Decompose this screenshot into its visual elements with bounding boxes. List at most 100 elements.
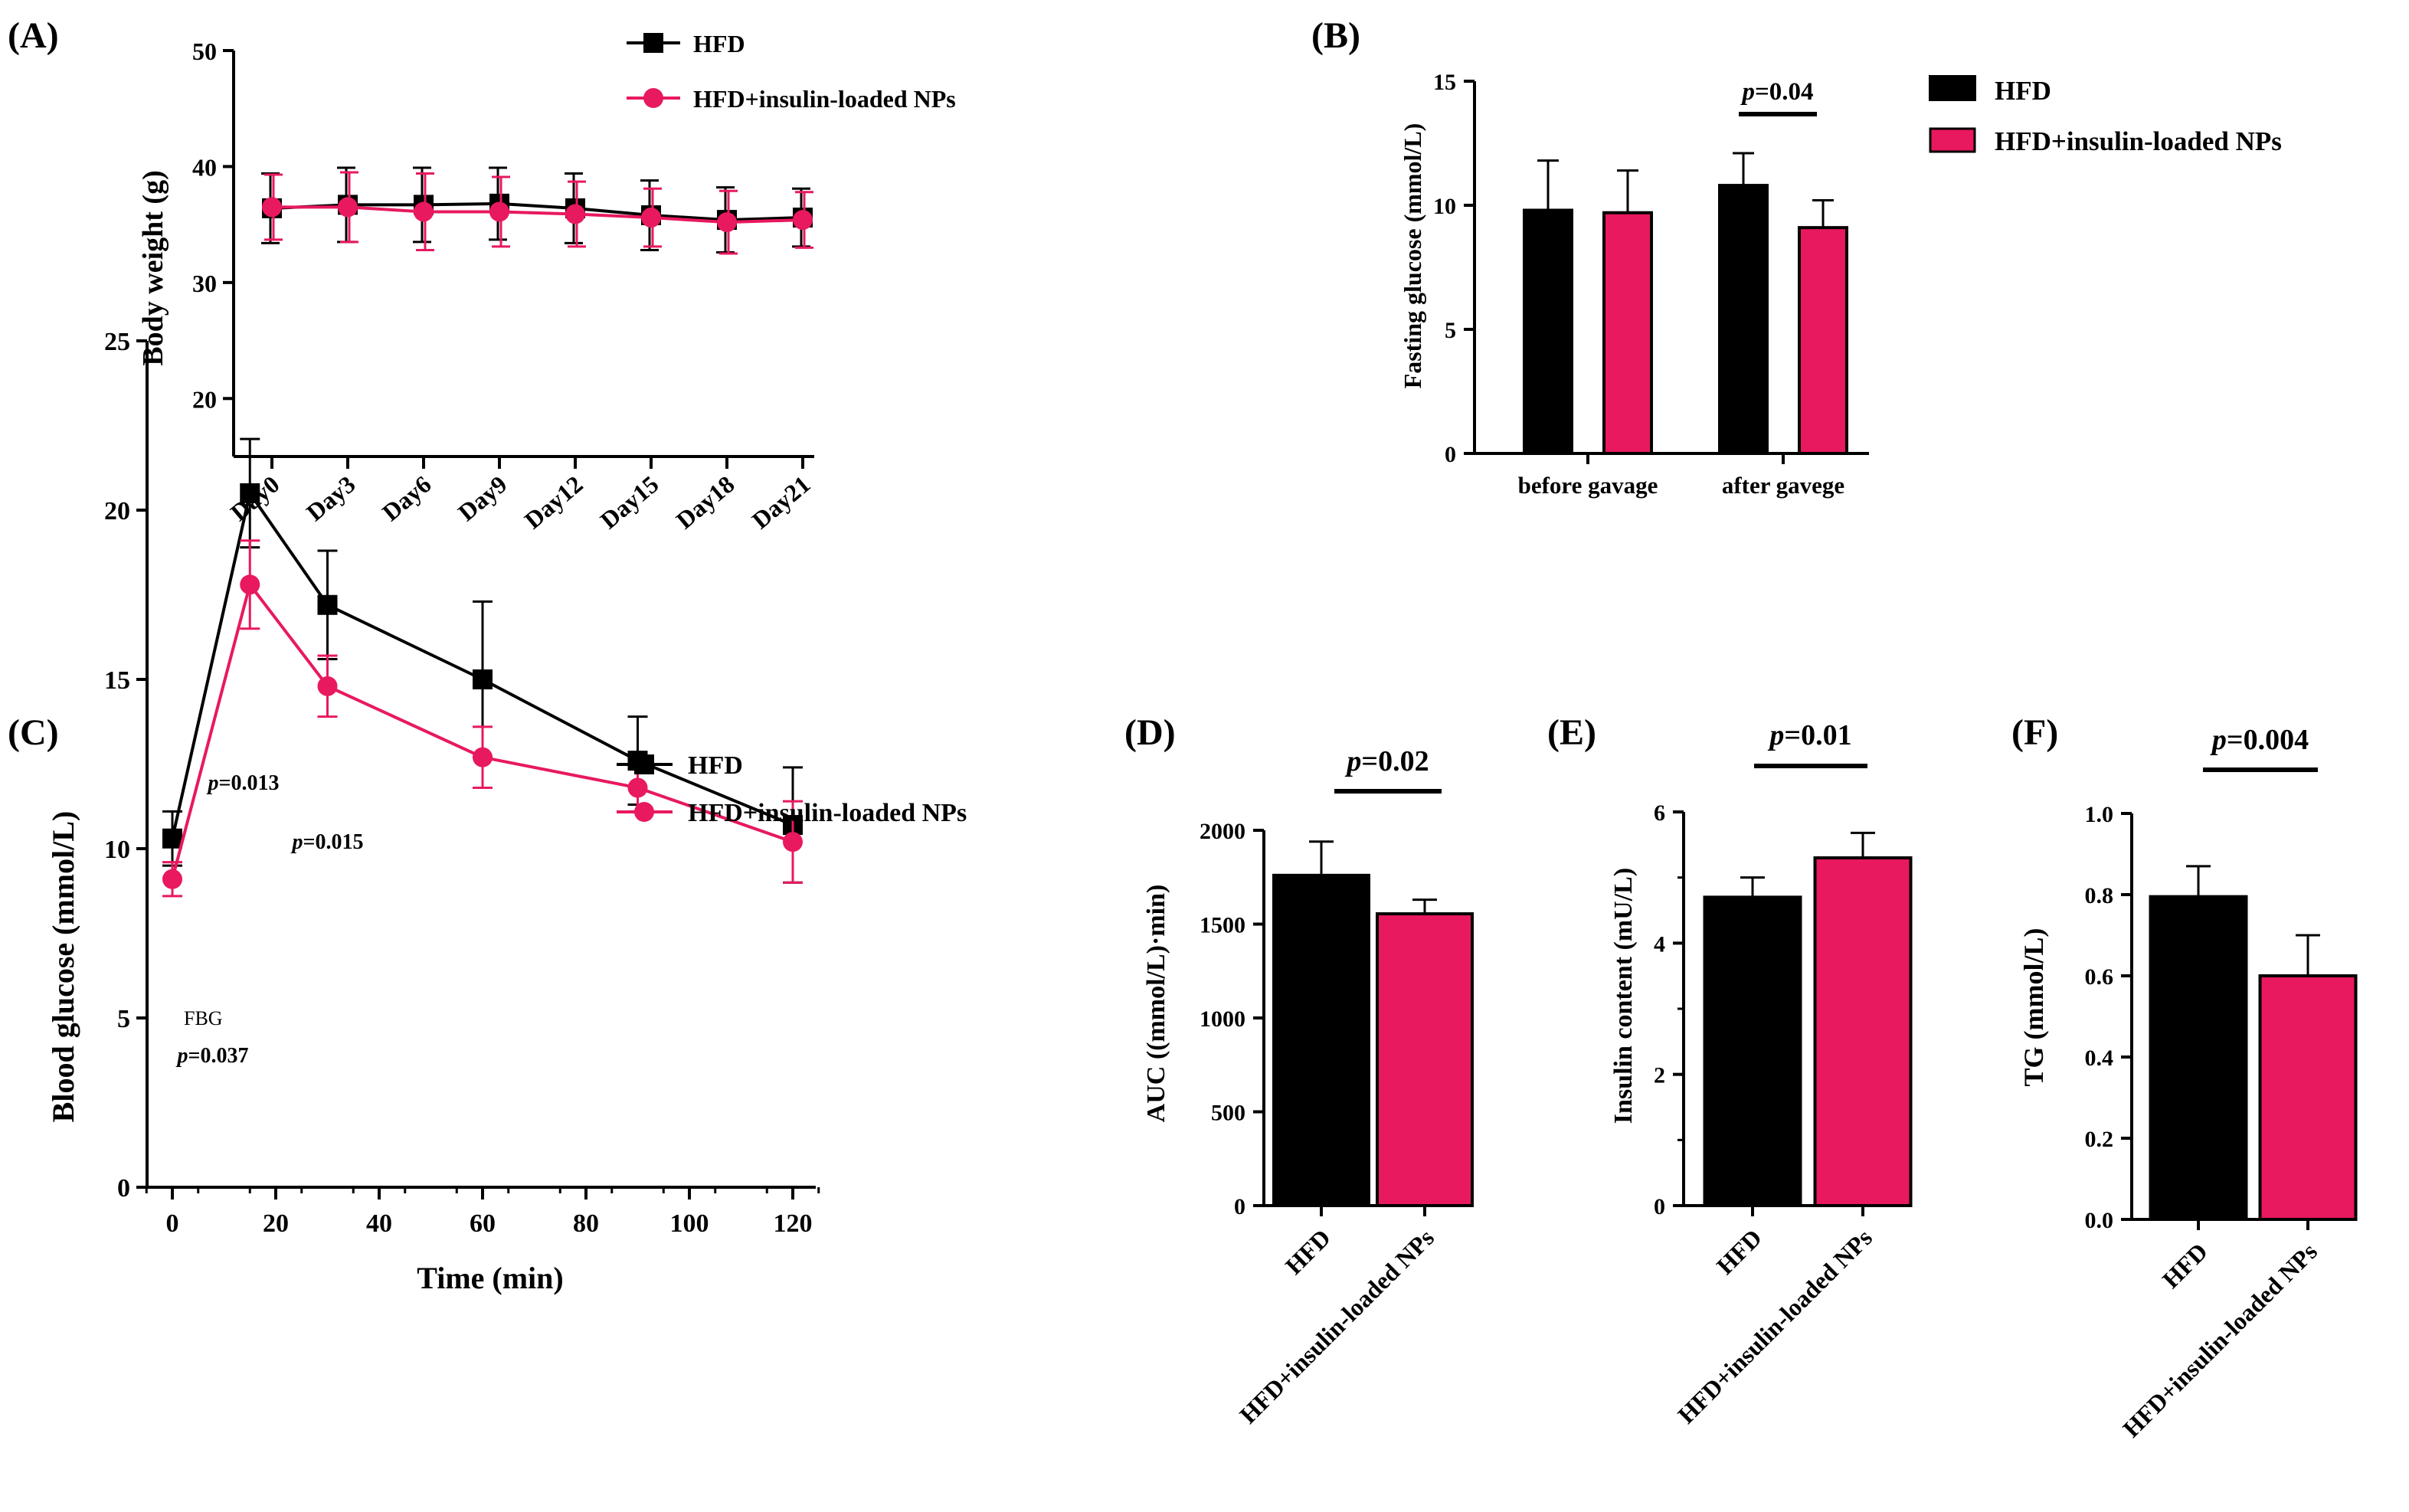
panel-c-point-hfd xyxy=(240,483,260,503)
panel-c-ytick-label: 15 xyxy=(104,666,130,695)
panel-c-xlabel: Time (min) xyxy=(417,1261,563,1295)
legend-hfd-label: HFD xyxy=(693,30,745,57)
legend-b-np-label: HFD+insulin-loaded NPs xyxy=(1995,126,2282,156)
panel-d-ytick-label: 0 xyxy=(1234,1194,1245,1219)
panel-f-pvalue: p=0.004 xyxy=(2210,724,2309,756)
panel-f-ytick-label: 0.8 xyxy=(2085,883,2114,908)
panel-e-xtick-label: HFD+insulin-loaded NPs xyxy=(1672,1223,1877,1429)
panel-d-ytick-label: 1500 xyxy=(1200,913,1245,938)
panel-c-blood-glucose-chart: (C) Blood glucose (mmol/L) Time (min) 0 5… xyxy=(8,328,967,1295)
panel-a-ytick-label: 30 xyxy=(192,270,217,297)
panel-a-xtick-label: Day9 xyxy=(453,470,512,526)
panel-a-point-np xyxy=(489,201,509,222)
panel-e-ytick-label: 2 xyxy=(1654,1063,1665,1088)
panel-b-ytick-label: 0 xyxy=(1445,442,1456,467)
panel-b-ytick-label: 15 xyxy=(1433,70,1456,95)
panel-a-xtick-label: Day3 xyxy=(301,470,361,526)
panel-f-ytick-label: 0.6 xyxy=(2085,964,2114,990)
panel-b-bar-hfd xyxy=(1523,208,1573,455)
panel-c-xtick-label: 0 xyxy=(166,1209,179,1238)
panel-a-xtick-label: Day21 xyxy=(747,470,816,535)
panel-c-ytick-label: 5 xyxy=(117,1005,130,1033)
panel-b-xtick-label: after gavege xyxy=(1722,472,1844,499)
panel-b-ytick-label: 5 xyxy=(1445,318,1456,343)
panel-d-pvalue: p=0.02 xyxy=(1344,745,1429,777)
legend-c-hfd-label: HFD xyxy=(688,751,743,780)
panel-f-ytick-label: 1.0 xyxy=(2085,802,2114,827)
panel-a-ytick-label: 40 xyxy=(192,153,217,181)
panel-e-xtick-label: HFD xyxy=(1711,1223,1767,1279)
panel-c-point-hfd xyxy=(162,828,182,849)
panel-a-point-np xyxy=(565,204,585,224)
panel-b-fasting-glucose-chart: (B) Fasting glucose (mmol/L) 0 5 10 15 befor… xyxy=(1311,15,2282,499)
panel-d-xtick-label: HFD xyxy=(1280,1223,1336,1279)
panel-c-pvalue-0min: p=0.037 xyxy=(176,1044,249,1068)
panel-a-xtick-label: Day15 xyxy=(595,470,664,535)
panel-f-bar-np xyxy=(2258,974,2358,1221)
panel-f-xtick-label: HFD+insulin-loaded NPs xyxy=(2117,1237,2322,1442)
panel-a-point-np xyxy=(717,212,737,233)
panel-c-point-np xyxy=(473,747,493,767)
panel-c-xtick-label: 40 xyxy=(366,1209,392,1238)
panel-e-ytick-label: 4 xyxy=(1654,931,1665,957)
panel-f-label: (F) xyxy=(2011,712,2058,753)
panel-c-series-line-np xyxy=(171,581,794,880)
panel-d-xtick-label: HFD+insulin-loaded NPs xyxy=(1234,1223,1439,1429)
panel-a-label: (A) xyxy=(8,15,59,56)
panel-f-ytick-label: 0.4 xyxy=(2085,1046,2114,1071)
legend-b-hfd-swatch xyxy=(1929,75,1976,101)
panel-c-point-np xyxy=(627,777,648,798)
panel-a-point-np xyxy=(262,197,282,218)
panel-c-point-hfd xyxy=(317,594,338,615)
legend-c-np-label: HFD+insulin-loaded NPs xyxy=(688,799,967,827)
panel-c-point-np xyxy=(783,832,803,853)
panel-b-pvalue: p=0.04 xyxy=(1740,78,1813,106)
panel-c-ytick-label: 10 xyxy=(104,836,130,864)
panel-f-bar-hfd xyxy=(2149,895,2248,1222)
panel-a-body-weight-chart: (A) Body weight (g) 20304050Day0Day3Day6… xyxy=(8,15,956,534)
panel-a-xtick-label: Day6 xyxy=(377,470,437,526)
panel-a-ytick-label: 50 xyxy=(192,38,217,65)
panel-c-label: (C) xyxy=(8,712,59,753)
panel-d-ytick-label: 1000 xyxy=(1200,1006,1245,1032)
panel-c-xtick-label: 80 xyxy=(573,1209,599,1238)
legend-hfd-marker xyxy=(643,33,663,53)
panel-e-pvalue: p=0.01 xyxy=(1767,719,1851,751)
panel-c-point-np xyxy=(317,676,338,696)
panel-c-series-line-hfd xyxy=(171,489,794,839)
panel-a-ylabel: Body weight (g) xyxy=(137,170,169,365)
panel-c-ylabel: Blood glucose (mmol/L) xyxy=(46,811,80,1123)
panel-d-bar-hfd xyxy=(1272,873,1370,1208)
legend-c-np-marker xyxy=(634,802,654,822)
panel-c-ytick-label: 20 xyxy=(104,497,130,525)
legend-c-hfd-marker xyxy=(634,754,654,774)
panel-e-insulin-chart: (E) Insulin content (mU/L) 0 2 4 6 HFDHFD+in… xyxy=(1547,712,1913,1429)
panel-f-ylabel: TG (mmol/L) xyxy=(2018,928,2049,1087)
panel-a-series-line-np xyxy=(272,205,804,224)
panel-a-point-np xyxy=(338,197,358,218)
panel-a-xtick-label: Day12 xyxy=(519,470,588,535)
panel-a-point-np xyxy=(641,208,661,228)
panel-a-ytick-label: 20 xyxy=(192,385,217,413)
panel-d-auc-chart: (D) AUC ((mmol/L)·min) 0 500 1000 1500 2000 H… xyxy=(1124,712,1474,1429)
legend-np-marker xyxy=(643,88,663,108)
panel-a-series-line-hfd xyxy=(271,201,804,222)
panel-c-point-np xyxy=(240,574,260,595)
panel-c-ytick-label: 25 xyxy=(104,328,130,356)
panel-a-xtick-label: Day18 xyxy=(671,470,740,535)
panel-c-xtick-label: 120 xyxy=(774,1209,813,1238)
panel-f-ytick-label: 0.0 xyxy=(2085,1208,2114,1233)
panel-b-legend: HFD HFD+insulin-loaded NPs xyxy=(1929,75,2282,156)
panel-c-xtick-label: 20 xyxy=(263,1209,289,1238)
panel-e-ytick-label: 6 xyxy=(1654,800,1665,826)
panel-d-ylabel: AUC ((mmol/L)·min) xyxy=(1142,885,1170,1123)
panel-d-bar-np xyxy=(1376,912,1474,1208)
panel-c-pvalue-30min: p=0.015 xyxy=(291,830,364,854)
panel-d-ytick-label: 2000 xyxy=(1200,819,1245,844)
panel-e-bar-np xyxy=(1813,856,1913,1207)
panel-e-ylabel: Insulin content (mU/L) xyxy=(1609,868,1638,1124)
panel-b-ytick-label: 10 xyxy=(1433,194,1456,219)
panel-b-bar-hfd xyxy=(1718,184,1769,456)
panel-a-point-np xyxy=(414,201,434,222)
